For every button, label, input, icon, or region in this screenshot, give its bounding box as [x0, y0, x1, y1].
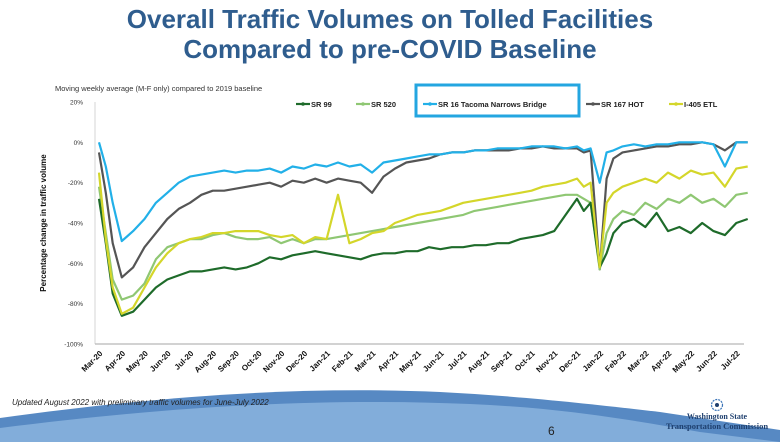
y-tick-label: 20% [70, 100, 83, 107]
logo-text-line2: Transportation Commission [665, 421, 769, 431]
legend-entry-4: I-405 ETL [669, 100, 718, 109]
x-tick-label: May-20 [124, 349, 150, 375]
legend-label: SR 167 HOT [601, 100, 644, 109]
y-tick-label: -100% [64, 342, 83, 349]
x-tick-label: Nov-21 [534, 349, 560, 375]
legend-marker [591, 102, 595, 106]
legend-entry-3: SR 167 HOT [586, 100, 644, 109]
y-tick-label: -60% [68, 261, 83, 268]
legend-label: SR 99 [311, 100, 332, 109]
slide-title-line1: Overall Traffic Volumes on Tolled Facili… [126, 4, 654, 34]
x-tick-label: Jun-21 [421, 349, 446, 374]
logo-text-line1: Washington State [686, 412, 748, 421]
compass-star-icon [710, 398, 724, 412]
legend-entry-1: SR 520 [356, 100, 396, 109]
x-tick-label: Dec-20 [284, 349, 309, 374]
x-tick-label: Aug-20 [193, 349, 219, 375]
legend-marker [301, 102, 305, 106]
series-line-3 [97, 141, 748, 279]
legend-marker [428, 102, 432, 106]
x-tick-label: Feb-22 [603, 349, 628, 374]
x-tick-label: Sep-21 [489, 349, 514, 374]
x-tick-label: Jan-22 [581, 349, 606, 374]
legend-label: I-405 ETL [684, 100, 718, 109]
legend-marker [361, 102, 365, 106]
x-tick-label: Jun-20 [148, 349, 173, 374]
x-tick-label: Feb-21 [330, 349, 355, 374]
x-tick-label: Apr-22 [649, 349, 674, 374]
series-line-4 [97, 165, 748, 315]
legend-label: SR 520 [371, 100, 396, 109]
legend-entry-0: SR 99 [296, 100, 332, 109]
series-line-0 [97, 197, 749, 317]
y-tick-label: 0% [74, 140, 84, 147]
page-number: 6 [548, 424, 555, 438]
footnote: Updated August 2022 with preliminary tra… [12, 398, 269, 407]
y-tick-label: -40% [68, 221, 83, 228]
legend-entry-2: SR 16 Tacoma Narrows Bridge [414, 83, 581, 118]
x-tick-label: Mar-20 [80, 349, 105, 374]
x-tick-label: Jul-22 [719, 349, 742, 372]
y-axis-label: Percentage change in traffic volume [39, 154, 48, 292]
x-tick-label: Dec-21 [557, 349, 582, 374]
x-tick-label: May-21 [398, 349, 424, 375]
chart-subtitle: Moving weekly average (M-F only) compare… [55, 84, 263, 93]
x-tick-label: Mar-22 [626, 349, 651, 374]
x-tick-label: Oct-21 [513, 349, 537, 373]
x-tick-label: Oct-20 [240, 349, 264, 373]
y-tick-label: -20% [68, 180, 83, 187]
x-tick-label: Jan-21 [308, 349, 333, 374]
x-tick-label: Apr-20 [103, 349, 128, 374]
y-tick-label: -80% [68, 301, 83, 308]
series-line-2 [97, 141, 748, 243]
legend-label: SR 16 Tacoma Narrows Bridge [438, 100, 547, 109]
x-tick-label: Apr-21 [376, 349, 401, 374]
x-tick-label: Sep-20 [216, 349, 241, 374]
legend-marker [674, 102, 678, 106]
series-line-1 [97, 186, 748, 301]
x-tick-label: Aug-21 [466, 349, 492, 375]
x-tick-label: May-22 [671, 349, 697, 375]
wstc-logo: Washington State Transportation Commissi… [658, 398, 776, 434]
legend-highlight-box [414, 83, 581, 118]
x-tick-label: Mar-21 [353, 349, 378, 374]
footer-wave-light [0, 401, 780, 442]
slide-title-line2: Compared to pre-COVID Baseline [183, 34, 597, 64]
x-tick-label: Nov-20 [261, 349, 287, 375]
x-tick-label: Jun-22 [694, 349, 719, 374]
